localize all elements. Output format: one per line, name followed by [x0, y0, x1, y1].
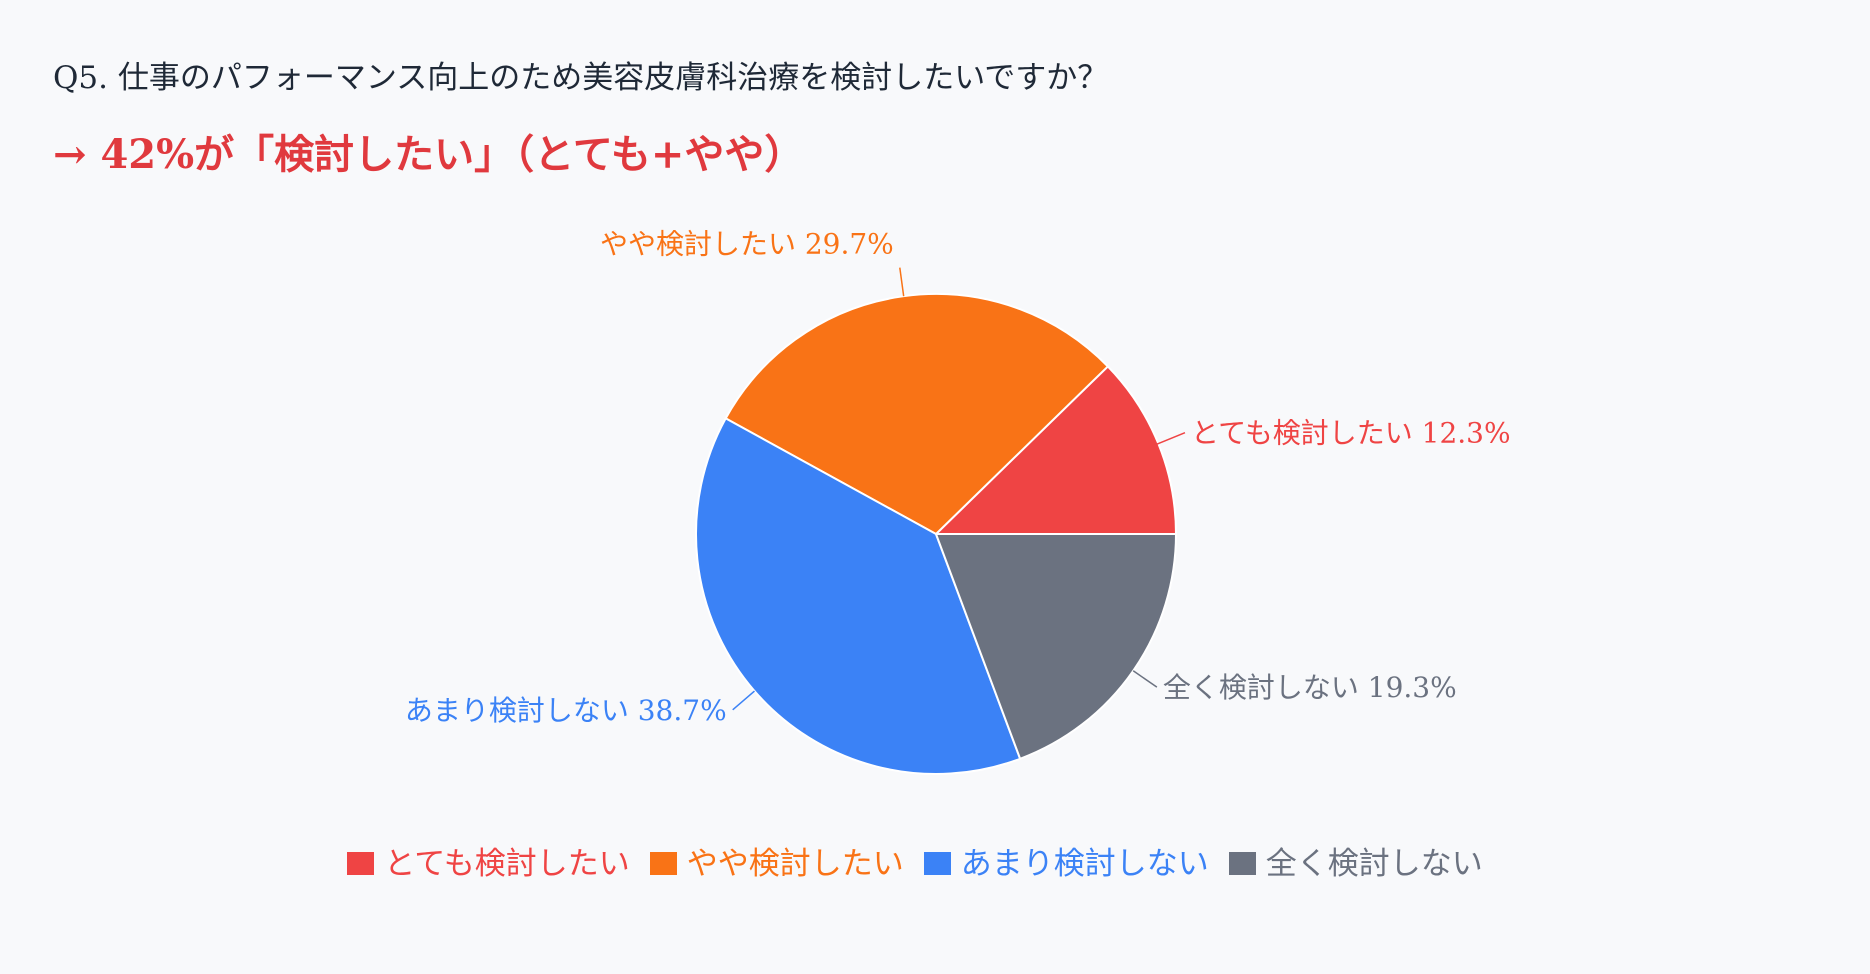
- legend-item-very[interactable]: とても検討したい: [347, 838, 630, 883]
- chart-legend: とても検討したい やや検討したい あまり検討しない 全く検討しない: [0, 838, 1850, 883]
- legend-item-somewhat[interactable]: やや検討したい: [649, 838, 904, 883]
- legend-label: あまり検討しない: [960, 846, 1209, 882]
- legend-swatch: [1228, 852, 1256, 875]
- leader-line-1: [1151, 432, 1186, 447]
- legend-label: とても検討したい: [384, 846, 630, 882]
- legend-label: やや検討したい: [686, 846, 904, 882]
- leader-line-2: [899, 267, 905, 297]
- legend-item-not-at-all[interactable]: 全く検討しない: [1228, 838, 1483, 883]
- pie-slice-4[interactable]: [934, 533, 1178, 761]
- slice-label-3: あまり検討しない 38.7%: [405, 694, 727, 727]
- slice-label-4: 全く検討しない 19.3%: [1163, 671, 1457, 704]
- slice-label-1: とても検討したい 12.3%: [1191, 417, 1511, 450]
- legend-item-not-much[interactable]: あまり検討しない: [923, 838, 1209, 883]
- question-title: Q5. 仕事のパフォーマンス向上のため美容皮膚科治療を検討したいですか？: [53, 60, 1109, 96]
- legend-label: 全く検討しない: [1265, 846, 1483, 882]
- leader-line-3: [732, 690, 755, 711]
- legend-swatch: [649, 852, 677, 875]
- legend-swatch: [347, 852, 375, 875]
- headline-summary: → 42%が「検討したい」（とても+やや）: [53, 131, 805, 178]
- leader-line-4: [1132, 670, 1158, 688]
- pie-slice-2[interactable]: [724, 293, 1110, 536]
- slice-label-2: やや検討したい 29.7%: [600, 228, 894, 261]
- legend-swatch: [923, 852, 951, 875]
